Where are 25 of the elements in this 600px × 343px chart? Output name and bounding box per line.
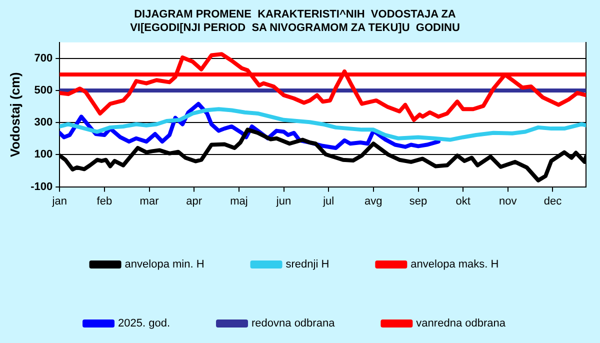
y-tick-label: 100 <box>34 148 53 161</box>
x-tick-label: dec <box>544 195 562 208</box>
legend-label: srednji H <box>286 258 330 271</box>
y-tick-label: 500 <box>34 84 53 97</box>
legend-label: anvelopa maks. H <box>410 258 499 271</box>
x-tick-label: feb <box>96 195 112 208</box>
x-tick-label: maj <box>230 195 248 208</box>
legend-label: anvelopa min. H <box>124 258 204 271</box>
y-tick-label: 300 <box>34 116 53 129</box>
x-tick-label: mar <box>140 195 160 208</box>
legend-label: redovna odbrana <box>252 318 336 330</box>
x-tick-label: nov <box>499 195 518 208</box>
x-tick-label: jan <box>51 195 67 208</box>
legend-label: vanredna odbrana <box>416 318 506 330</box>
y-tick-label: -100 <box>30 180 53 193</box>
x-tick-label: jul <box>322 195 334 208</box>
y-tick-label: 700 <box>34 52 53 64</box>
x-tick-label: okt <box>456 195 470 208</box>
chart-title: DIJAGRAM PROMENE KARAKTERISTI^NIH VODOSTAJA ZA VI[EGODI[NJI PERIOD SA NIVOGRAMOM ZA TEKU]U GODINU <box>130 8 460 34</box>
x-tick-label: jun <box>275 195 292 208</box>
x-tick-label: apr <box>186 195 202 208</box>
x-tick-label: sep <box>409 195 428 208</box>
x-tick-label: avg <box>364 195 382 208</box>
y-axis-title: Vodostaj (cm) <box>7 72 22 158</box>
legend-label: 2025. god. <box>118 318 170 330</box>
